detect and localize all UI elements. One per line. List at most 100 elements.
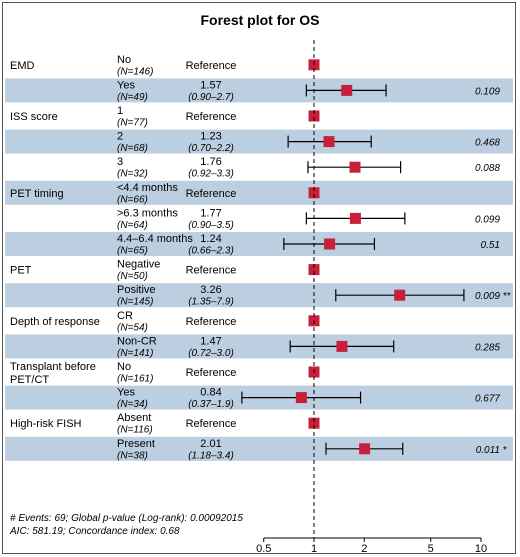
estimate-label: 1.47: [200, 335, 221, 347]
p-value: 0.677: [475, 394, 500, 405]
hr-marker: [308, 417, 320, 429]
n-label: (N=77): [117, 118, 148, 129]
hr-marker: [324, 238, 336, 250]
chart-title: Forest plot for OS: [201, 12, 320, 28]
row-band: [5, 180, 513, 205]
hr-marker: [308, 264, 320, 276]
row-bands: [5, 78, 513, 461]
x-tick-label: 1: [311, 543, 317, 555]
hr-marker: [295, 392, 307, 404]
table-text: EMD No(N=146) ReferenceYes(N=49)1.57(0.90–…: [10, 54, 511, 461]
estimate-label: Reference: [186, 265, 237, 277]
level-label: Negative: [117, 259, 160, 271]
estimate-label: Reference: [186, 111, 237, 123]
hr-marker: [323, 136, 335, 148]
estimate-label: 1.24: [200, 233, 221, 245]
n-label: (N=50): [117, 271, 148, 282]
level-label: No: [117, 361, 131, 373]
x-axis: 0.5 1 2 5 10: [256, 537, 487, 555]
level-label: 2: [117, 131, 123, 143]
ci-label: (0.37–1.9): [188, 399, 234, 410]
n-label: (N=68): [117, 143, 148, 154]
hr-marker: [394, 289, 406, 301]
group-label: High-risk FISH: [10, 418, 82, 430]
ci-label: (0.90–2.7): [188, 92, 234, 103]
estimate-label: 1.77: [200, 207, 221, 219]
p-value: 0.468: [475, 138, 500, 149]
estimate-label: Reference: [186, 188, 237, 200]
ci-label: (0.70–2.2): [188, 143, 234, 154]
hr-marker: [349, 212, 361, 224]
estimate-label: Reference: [186, 60, 237, 72]
estimate-label: 2.01: [200, 438, 221, 450]
hr-marker: [349, 161, 361, 173]
hr-marker: [359, 443, 371, 455]
n-label: (N=34): [117, 399, 148, 410]
row-band: [5, 436, 513, 461]
p-value: 0.285: [475, 342, 500, 353]
ci-label: (1.35–7.9): [188, 297, 234, 308]
hr-marker: [308, 110, 320, 122]
level-label: <4.4 months: [117, 182, 178, 194]
estimate-label: Reference: [186, 316, 237, 328]
ci-label: (0.92–3.3): [188, 169, 234, 180]
estimate-label: 3.26: [200, 284, 221, 296]
footnote-aic: AIC: 581.19; Concordance index: 0.68: [9, 526, 180, 537]
significance-marker: **: [503, 291, 511, 302]
estimate-label: 0.84: [200, 387, 221, 399]
level-label: Non-CR: [117, 335, 157, 347]
hr-marker: [336, 340, 348, 352]
n-label: (N=64): [117, 220, 148, 231]
level-label: Absent: [117, 412, 151, 424]
estimate-label: Reference: [186, 367, 237, 379]
group-label: PET: [10, 265, 32, 277]
level-label: 4.4–6.4 months: [117, 233, 193, 245]
n-label: (N=161): [117, 374, 153, 385]
estimate-label: 1.23: [200, 131, 221, 143]
footnote-events: # Events: 69; Global p-value (Log-rank):…: [10, 513, 243, 524]
n-label: (N=49): [117, 92, 148, 103]
group-label: ISS score: [10, 111, 58, 123]
level-label: CR: [117, 310, 133, 322]
n-label: (N=54): [117, 322, 148, 333]
p-value: 0.088: [475, 163, 500, 174]
n-label: (N=145): [117, 297, 153, 308]
level-label: 1: [117, 105, 123, 117]
ci-label: (0.90–3.5): [188, 220, 234, 231]
level-label: 3: [117, 156, 123, 168]
n-label: (N=66): [117, 194, 148, 205]
level-label: Yes: [117, 79, 135, 91]
hr-marker: [341, 84, 353, 96]
x-tick-label: 2: [361, 543, 367, 555]
hr-marker: [308, 187, 320, 199]
row-band: [5, 78, 513, 103]
estimate-label: 1.57: [200, 79, 221, 91]
level-label: No: [117, 54, 131, 66]
estimate-label: 1.76: [200, 156, 221, 168]
n-label: (N=32): [117, 169, 148, 180]
x-tick-label: 0.5: [256, 543, 271, 555]
estimate-label: Reference: [186, 418, 237, 430]
n-label: (N=141): [117, 348, 153, 359]
row-band: [5, 334, 513, 359]
p-value: 0.011: [476, 445, 500, 456]
p-value: 0.51: [481, 240, 500, 251]
ci-label: (1.18–3.4): [188, 450, 234, 461]
p-value: 0.109: [475, 86, 500, 97]
row-band: [5, 232, 513, 256]
x-tick-label: 5: [428, 543, 434, 555]
group-label: PET timing: [10, 188, 64, 200]
significance-marker: *: [503, 445, 507, 456]
p-value: 0.099: [475, 214, 500, 225]
ci-label: (0.66–2.3): [188, 246, 234, 257]
x-tick-label: 10: [475, 543, 487, 555]
n-label: (N=38): [117, 450, 148, 461]
n-label: (N=146): [117, 66, 153, 77]
group-label: Transplant before PET/CT: [10, 361, 96, 386]
plot-marks: [241, 40, 465, 540]
n-label: (N=65): [117, 246, 148, 257]
level-label: Yes: [117, 387, 135, 399]
group-label: EMD: [10, 60, 35, 72]
